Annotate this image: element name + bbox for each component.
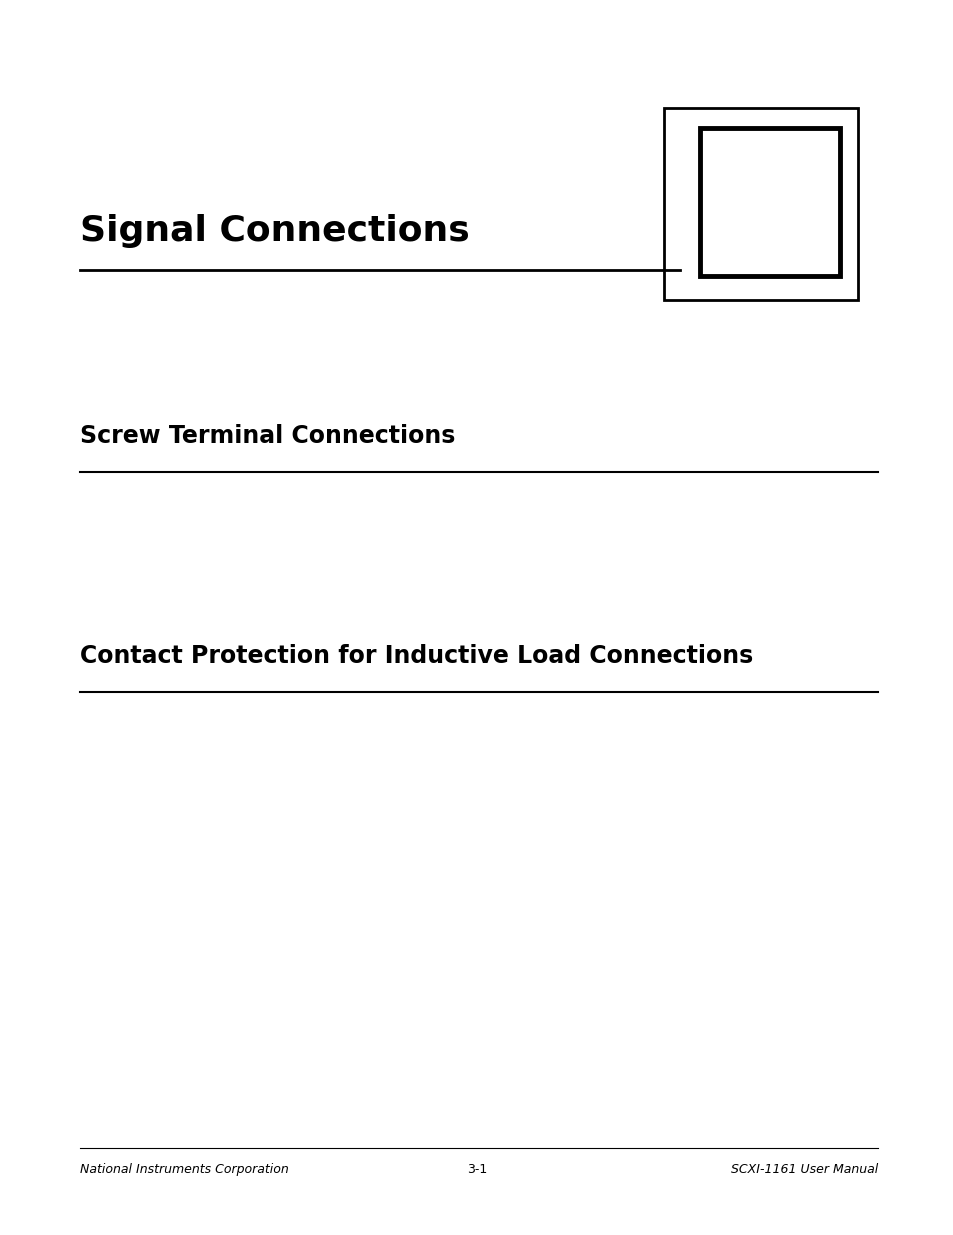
Text: SCXI-1161 User Manual: SCXI-1161 User Manual [730,1163,877,1176]
Text: Contact Protection for Inductive Load Connections: Contact Protection for Inductive Load Co… [80,643,753,668]
Text: Signal Connections: Signal Connections [80,214,469,248]
Text: Screw Terminal Connections: Screw Terminal Connections [80,424,455,448]
Text: National Instruments Corporation: National Instruments Corporation [80,1163,289,1176]
Bar [663,107,857,300]
Bar [700,128,840,275]
Text: 3-1: 3-1 [466,1163,487,1176]
